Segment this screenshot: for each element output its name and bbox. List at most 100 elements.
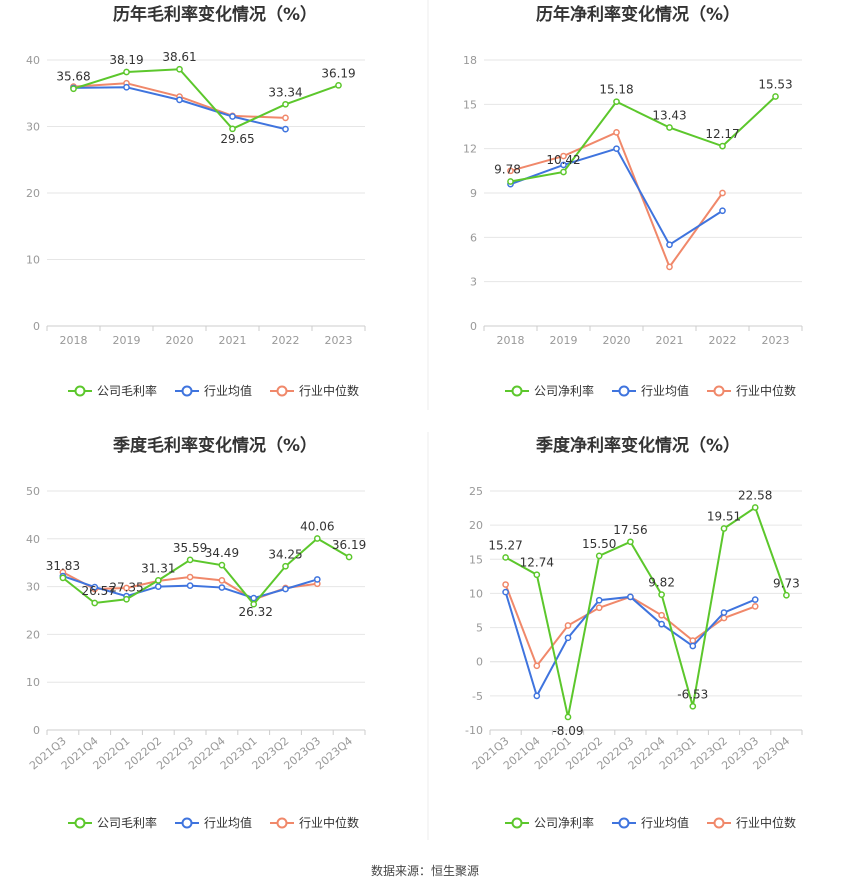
data-label: 19.51	[707, 509, 741, 523]
data-label: 13.43	[652, 109, 686, 123]
data-point	[123, 595, 130, 603]
data-point	[502, 554, 509, 561]
data-point	[229, 125, 236, 133]
data-point	[533, 571, 541, 579]
legend-label: 行业均值	[641, 383, 689, 398]
legend-item[interactable]: 行业中位数	[707, 815, 796, 830]
legend-item[interactable]: 行业均值	[612, 815, 689, 830]
y-tick-label: -10	[465, 724, 483, 737]
series-line	[510, 147, 724, 247]
legend-item[interactable]: 公司毛利率	[68, 815, 157, 830]
legend-item[interactable]: 公司净利率	[505, 815, 594, 830]
data-point	[658, 620, 665, 628]
data-point	[123, 584, 130, 592]
data-point	[595, 596, 603, 604]
y-tick-label: 12	[463, 143, 477, 156]
x-tick-label: 2019	[113, 334, 141, 347]
data-point	[91, 599, 99, 607]
data-label: 10.42	[546, 153, 580, 167]
data-label: 26.57	[82, 584, 116, 598]
y-tick-label: 15	[463, 98, 477, 111]
data-point	[123, 68, 130, 76]
legend-item[interactable]: 行业均值	[175, 815, 252, 830]
legend-label: 公司净利率	[534, 383, 594, 398]
data-source-footer: 数据来源：恒生聚源	[370, 864, 479, 878]
y-tick-label: 9	[470, 187, 477, 200]
data-label: 38.61	[162, 50, 196, 64]
legend-marker	[181, 817, 193, 829]
data-point	[720, 525, 728, 532]
legend-marker	[618, 817, 630, 829]
data-point	[507, 178, 514, 185]
series-line	[505, 505, 788, 718]
y-tick-label: 10	[26, 254, 40, 267]
data-point	[564, 622, 572, 629]
legend-marker	[181, 385, 193, 397]
y-tick-label: 0	[470, 320, 477, 333]
x-tick-label: 2020	[166, 334, 194, 347]
data-point	[719, 207, 726, 215]
data-label: 36.19	[332, 538, 366, 552]
data-point	[751, 504, 759, 511]
data-point	[560, 161, 567, 169]
legend-item[interactable]: 行业中位数	[707, 383, 796, 398]
data-label: 15.50	[582, 537, 616, 551]
data-point	[282, 114, 289, 122]
legend-label: 行业均值	[641, 815, 689, 830]
x-tick-label: 2018	[60, 334, 88, 347]
data-label: 9.78	[494, 162, 521, 176]
x-tick-label: 2022	[272, 334, 300, 347]
legend-item[interactable]: 行业均值	[175, 383, 252, 398]
data-point	[59, 574, 67, 582]
data-label: 36.19	[321, 66, 355, 80]
y-tick-label: -5	[472, 690, 483, 703]
legend-label: 公司净利率	[534, 815, 594, 830]
data-point	[772, 93, 779, 100]
data-label: 17.56	[613, 523, 647, 537]
chart-annual-gross-margin: 历年毛利率变化情况（%） 0 10 20 30 40 2018 2019 2020 2021 202…	[26, 4, 366, 398]
data-point	[751, 596, 759, 603]
data-point	[186, 582, 194, 589]
data-point	[335, 81, 342, 89]
data-label: 22.58	[738, 489, 772, 503]
legend-item[interactable]: 行业均值	[612, 383, 689, 398]
data-point	[282, 125, 289, 133]
y-tick-label: 15	[469, 553, 483, 566]
data-point	[502, 588, 509, 596]
legend-marker	[74, 385, 86, 397]
data-point	[70, 85, 77, 93]
series-line	[510, 95, 777, 183]
data-point	[154, 583, 162, 590]
y-tick-label: 6	[470, 231, 477, 244]
data-point	[613, 98, 620, 106]
data-point	[689, 637, 697, 644]
legend-item[interactable]: 公司毛利率	[68, 383, 157, 398]
y-tick-label: 30	[26, 581, 40, 594]
data-point	[666, 124, 673, 131]
data-label: -6.53	[677, 687, 708, 701]
data-point	[658, 611, 665, 619]
legend-item[interactable]: 行业中位数	[270, 383, 359, 398]
data-point	[719, 142, 726, 150]
x-tick-label: 2021	[656, 334, 684, 347]
legend-marker	[511, 385, 523, 397]
series-line	[73, 68, 339, 131]
data-point	[627, 593, 634, 601]
data-label: 15.27	[488, 538, 522, 552]
data-point	[218, 584, 226, 591]
data-point	[154, 576, 162, 584]
data-point	[719, 189, 726, 197]
legend-label: 行业均值	[204, 815, 252, 830]
series-line	[62, 537, 350, 606]
data-label: 15.18	[599, 83, 633, 97]
data-label: 15.53	[758, 78, 792, 92]
data-point	[783, 591, 790, 599]
data-point	[123, 83, 130, 91]
legend-marker	[713, 817, 725, 829]
legend-item[interactable]: 行业中位数	[270, 815, 359, 830]
data-label: 9.82	[648, 576, 675, 590]
legend-item[interactable]: 公司净利率	[505, 383, 594, 398]
data-point	[560, 152, 567, 160]
data-label: 38.19	[109, 53, 143, 67]
data-label: 35.59	[173, 541, 207, 555]
